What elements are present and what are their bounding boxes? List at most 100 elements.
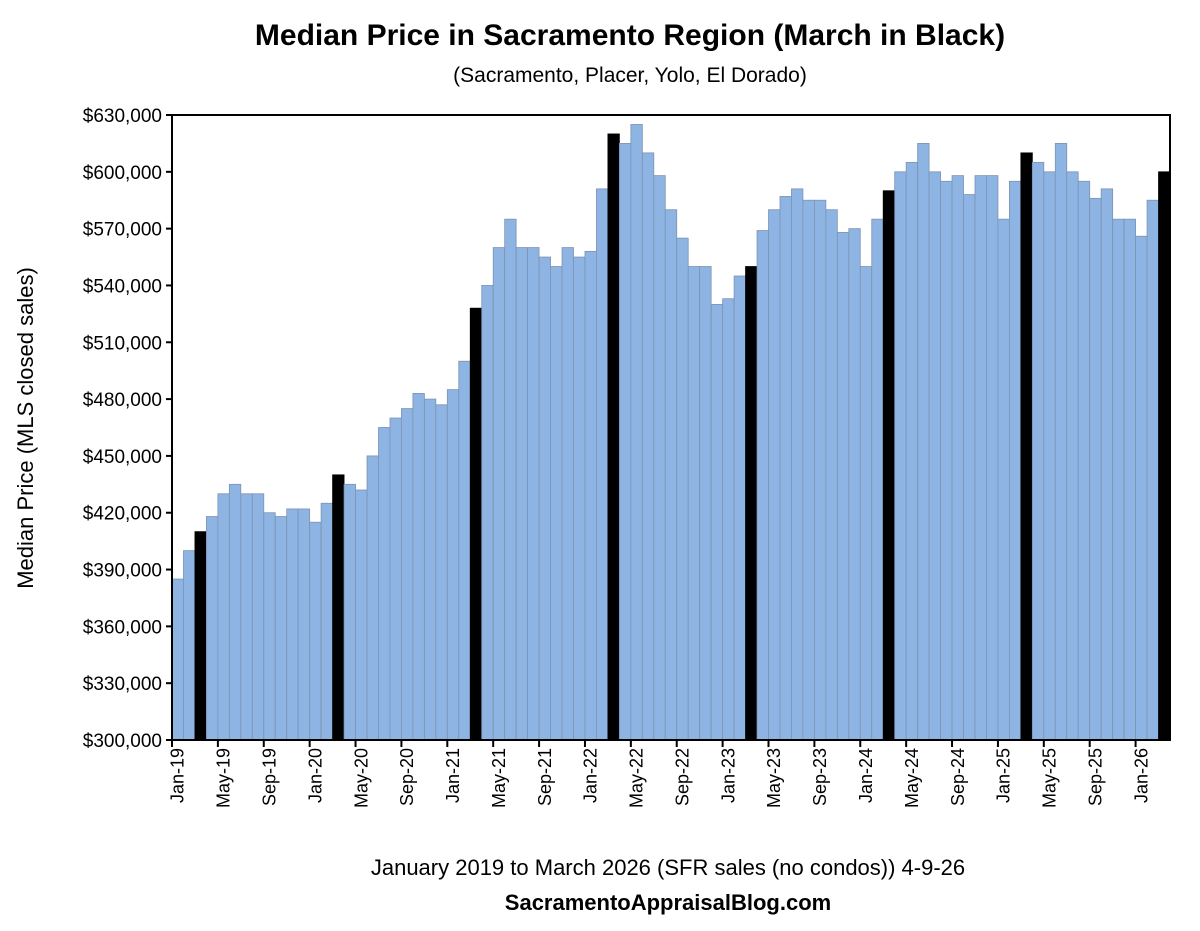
- bar: [171, 578, 184, 741]
- x-tick-label: Jan-19: [168, 748, 188, 803]
- x-tick-label: Sep-23: [810, 748, 830, 806]
- bar: [1112, 218, 1125, 741]
- x-tick-label: May-22: [627, 748, 647, 808]
- bar: [1077, 180, 1091, 741]
- y-tick-label: $390,000: [83, 561, 162, 582]
- bar-march: [194, 531, 207, 741]
- bar: [527, 247, 540, 741]
- y-ticks-group: $300,000 $330,000 $360,000 $390,000 $420,000…: [83, 106, 172, 752]
- y-tick-label: $480,000: [83, 390, 162, 411]
- bar: [596, 188, 609, 741]
- bar: [733, 275, 746, 741]
- x-tick-label: Jan-22: [581, 748, 601, 803]
- bar: [653, 175, 666, 741]
- bar: [309, 521, 322, 741]
- bar: [515, 247, 529, 741]
- y-tick-label: $600,000: [83, 163, 162, 184]
- x-tick-label: Jan-23: [718, 748, 738, 803]
- bar: [206, 516, 219, 741]
- y-axis-title: Median Price (MLS closed sales): [13, 267, 38, 589]
- y-tick-label: $360,000: [83, 617, 162, 638]
- bar: [446, 389, 460, 741]
- x-tick-label: Sep-22: [672, 748, 692, 806]
- bar: [894, 171, 907, 741]
- bar: [825, 209, 838, 741]
- bar: [641, 152, 655, 741]
- bar: [676, 237, 689, 741]
- bar: [928, 171, 941, 741]
- x-tick-label: Jan-26: [1131, 748, 1151, 803]
- bar: [664, 209, 678, 741]
- x-tick-label: May-19: [214, 748, 234, 808]
- y-tick-label: $630,000: [83, 106, 162, 127]
- bar: [813, 199, 827, 741]
- bar: [573, 256, 586, 741]
- x-tick-label: Jan-24: [856, 748, 876, 803]
- bar: [401, 408, 414, 741]
- bar: [1031, 161, 1045, 741]
- bar: [687, 266, 701, 741]
- x-tick-label: May-21: [489, 748, 509, 808]
- bar: [389, 417, 402, 741]
- x-tick-label: Sep-24: [948, 748, 968, 806]
- bar: [217, 493, 230, 741]
- bar: [1066, 171, 1079, 741]
- x-ticks-group: Jan-19 May-19 Sep-19 Jan-20 May-20 Sep-20 Jan-…: [168, 740, 1151, 808]
- y-tick-label: $570,000: [83, 220, 162, 241]
- y-tick-label: $420,000: [83, 504, 162, 525]
- bar: [1009, 180, 1022, 741]
- y-tick-label: $540,000: [83, 276, 162, 297]
- plot-frame: [171, 114, 1171, 741]
- bar-march: [607, 133, 620, 741]
- x-tick-label: Sep-21: [535, 748, 555, 806]
- bar: [710, 303, 724, 741]
- x-tick-label: Jan-25: [994, 748, 1014, 803]
- bar: [343, 483, 356, 741]
- x-tick-label: Sep-19: [260, 748, 280, 806]
- bar: [699, 266, 712, 741]
- bar: [240, 493, 253, 741]
- bar: [378, 427, 391, 741]
- bar: [974, 175, 987, 741]
- x-tick-label: Sep-20: [397, 748, 417, 806]
- chart-title: Median Price in Sacramento Region (March…: [255, 19, 1005, 52]
- bar: [1054, 143, 1068, 741]
- bar: [1146, 199, 1159, 741]
- bar-march: [332, 474, 345, 741]
- x-axis-title: January 2019 to March 2026 (SFR sales (n…: [371, 855, 965, 880]
- bar: [1043, 171, 1056, 741]
- bar: [871, 218, 884, 741]
- bar: [458, 360, 471, 741]
- y-tick-label: $300,000: [83, 731, 162, 752]
- bar: [538, 256, 551, 741]
- bar-march: [882, 190, 896, 741]
- bar: [917, 143, 930, 741]
- bar: [183, 550, 196, 741]
- bar: [618, 143, 632, 741]
- bar: [366, 455, 379, 741]
- bar: [1100, 188, 1114, 741]
- x-tick-label: Jan-21: [443, 748, 463, 803]
- bar: [986, 175, 999, 741]
- bar: [274, 516, 288, 741]
- bar: [768, 209, 781, 741]
- bar: [492, 247, 506, 741]
- bar: [859, 266, 873, 741]
- bar: [905, 161, 919, 741]
- y-tick-label: $510,000: [83, 333, 162, 354]
- bar: [286, 508, 299, 741]
- x-tick-label: May-20: [351, 748, 371, 808]
- bar: [722, 298, 735, 741]
- bar: [504, 218, 517, 741]
- bar: [756, 230, 769, 741]
- bar: [584, 250, 597, 741]
- bar: [251, 493, 265, 741]
- x-tick-label: May-25: [1040, 748, 1060, 808]
- bar-march: [1020, 152, 1033, 741]
- bar: [550, 266, 563, 741]
- bar: [1089, 197, 1102, 741]
- bar: [228, 483, 242, 741]
- bar: [355, 489, 368, 741]
- bars-group: [171, 124, 1171, 741]
